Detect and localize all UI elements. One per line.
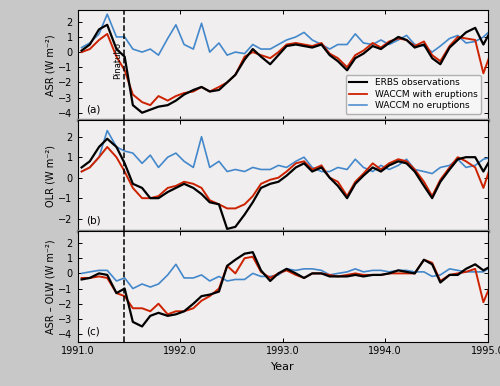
X-axis label: Year: Year <box>270 362 294 372</box>
Text: Pinatubo: Pinatubo <box>113 42 122 79</box>
Text: (b): (b) <box>86 215 101 225</box>
Y-axis label: ASR (W m⁻²): ASR (W m⁻²) <box>46 34 56 96</box>
Text: (c): (c) <box>86 326 101 336</box>
Y-axis label: ASR – OLW (W m⁻²): ASR – OLW (W m⁻²) <box>46 239 56 334</box>
Y-axis label: OLR (W m⁻²): OLR (W m⁻²) <box>46 145 56 207</box>
Legend: ERBS observations, WACCM with eruptions, WACCM no eruptions: ERBS observations, WACCM with eruptions,… <box>346 75 481 113</box>
Text: (a): (a) <box>86 105 101 115</box>
